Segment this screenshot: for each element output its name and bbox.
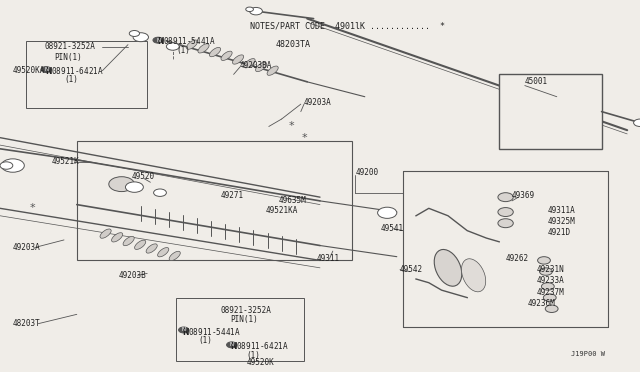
Ellipse shape bbox=[221, 51, 232, 60]
Text: 49231N: 49231N bbox=[536, 265, 564, 274]
Ellipse shape bbox=[169, 251, 180, 260]
Ellipse shape bbox=[267, 66, 278, 75]
Circle shape bbox=[166, 43, 179, 50]
Ellipse shape bbox=[186, 40, 198, 49]
Text: $\mathbf{N}$08911-5441A: $\mathbf{N}$08911-5441A bbox=[182, 326, 241, 337]
Text: 49233A: 49233A bbox=[536, 276, 564, 285]
Ellipse shape bbox=[134, 240, 146, 249]
Circle shape bbox=[125, 182, 143, 192]
Circle shape bbox=[1, 159, 24, 172]
Bar bbox=[176, 298, 304, 361]
Text: 49541: 49541 bbox=[381, 224, 404, 233]
Text: 49520KA: 49520KA bbox=[13, 66, 45, 75]
Bar bbox=[499, 74, 602, 149]
Text: 49262: 49262 bbox=[506, 254, 529, 263]
Text: 49521K: 49521K bbox=[51, 157, 79, 166]
Text: 49311A: 49311A bbox=[547, 206, 575, 215]
Text: 49542: 49542 bbox=[400, 265, 423, 274]
Text: 49520: 49520 bbox=[131, 172, 154, 181]
Circle shape bbox=[133, 33, 148, 42]
Circle shape bbox=[109, 177, 134, 192]
Text: 49236M: 49236M bbox=[528, 299, 556, 308]
Text: PIN(1): PIN(1) bbox=[54, 53, 82, 62]
Ellipse shape bbox=[434, 250, 462, 286]
Ellipse shape bbox=[111, 233, 123, 242]
Text: (1): (1) bbox=[64, 76, 78, 84]
Text: (1): (1) bbox=[176, 46, 190, 55]
Text: 48203TA: 48203TA bbox=[275, 40, 310, 49]
Text: 08921-3252A: 08921-3252A bbox=[45, 42, 95, 51]
Text: 49203BA: 49203BA bbox=[240, 61, 273, 70]
Ellipse shape bbox=[198, 44, 209, 53]
Circle shape bbox=[498, 219, 513, 228]
Circle shape bbox=[179, 327, 189, 333]
Text: 49520K: 49520K bbox=[246, 358, 274, 367]
Circle shape bbox=[227, 342, 237, 348]
Circle shape bbox=[153, 37, 163, 43]
Circle shape bbox=[246, 7, 253, 12]
Circle shape bbox=[543, 294, 556, 301]
Bar bbox=[403, 171, 608, 327]
Ellipse shape bbox=[209, 48, 221, 57]
Text: 49635M: 49635M bbox=[278, 196, 306, 205]
Text: PIN(1): PIN(1) bbox=[230, 315, 258, 324]
Circle shape bbox=[545, 305, 558, 312]
Circle shape bbox=[41, 67, 51, 73]
Circle shape bbox=[250, 7, 262, 15]
Text: 49237M: 49237M bbox=[536, 288, 564, 296]
Text: N: N bbox=[230, 342, 234, 347]
Text: $\mathbf{N}$08911-6421A: $\mathbf{N}$08911-6421A bbox=[45, 65, 104, 76]
Text: N: N bbox=[182, 327, 186, 333]
Text: 49203A: 49203A bbox=[304, 98, 332, 107]
Text: N: N bbox=[156, 38, 160, 43]
Text: N: N bbox=[44, 67, 48, 72]
Text: 48203T: 48203T bbox=[13, 319, 40, 328]
Text: NOTES/PART CODE  4901lK ............  *: NOTES/PART CODE 4901lK ............ * bbox=[250, 22, 445, 31]
Text: 4921D: 4921D bbox=[547, 228, 570, 237]
Circle shape bbox=[378, 207, 397, 218]
Circle shape bbox=[498, 208, 513, 217]
Ellipse shape bbox=[146, 244, 157, 253]
Ellipse shape bbox=[157, 248, 169, 257]
Circle shape bbox=[538, 257, 550, 264]
Circle shape bbox=[154, 189, 166, 196]
Text: 49325M: 49325M bbox=[547, 217, 575, 226]
Ellipse shape bbox=[255, 62, 267, 71]
Ellipse shape bbox=[244, 59, 255, 68]
Text: 49200: 49200 bbox=[355, 169, 378, 177]
Text: *: * bbox=[301, 133, 307, 142]
Text: (1): (1) bbox=[198, 336, 212, 345]
Bar bbox=[77, 141, 352, 260]
Text: $\mathbf{N}$08911-5441A: $\mathbf{N}$08911-5441A bbox=[157, 35, 216, 46]
Text: *: * bbox=[289, 122, 294, 131]
Text: 45001: 45001 bbox=[525, 77, 548, 86]
Text: *: * bbox=[29, 203, 35, 213]
Ellipse shape bbox=[461, 259, 486, 292]
Bar bbox=[26, 41, 147, 108]
Ellipse shape bbox=[232, 55, 244, 64]
Circle shape bbox=[540, 268, 552, 275]
Ellipse shape bbox=[123, 237, 134, 246]
Text: 08921-3252A: 08921-3252A bbox=[221, 306, 271, 315]
Text: J19P00 W: J19P00 W bbox=[571, 351, 605, 357]
Text: 49311: 49311 bbox=[317, 254, 340, 263]
Circle shape bbox=[129, 31, 140, 36]
Text: 49369: 49369 bbox=[512, 191, 535, 200]
Circle shape bbox=[0, 162, 13, 169]
Circle shape bbox=[634, 119, 640, 126]
Text: 49203B: 49203B bbox=[118, 271, 146, 280]
Text: $\mathbf{N}$08911-6421A: $\mathbf{N}$08911-6421A bbox=[230, 340, 289, 352]
Ellipse shape bbox=[100, 229, 111, 238]
Text: (1): (1) bbox=[246, 351, 260, 360]
Circle shape bbox=[498, 193, 513, 202]
Text: 49521KA: 49521KA bbox=[266, 206, 298, 215]
Text: 49203A: 49203A bbox=[13, 243, 40, 252]
Text: 49271: 49271 bbox=[221, 191, 244, 200]
Circle shape bbox=[541, 283, 554, 290]
